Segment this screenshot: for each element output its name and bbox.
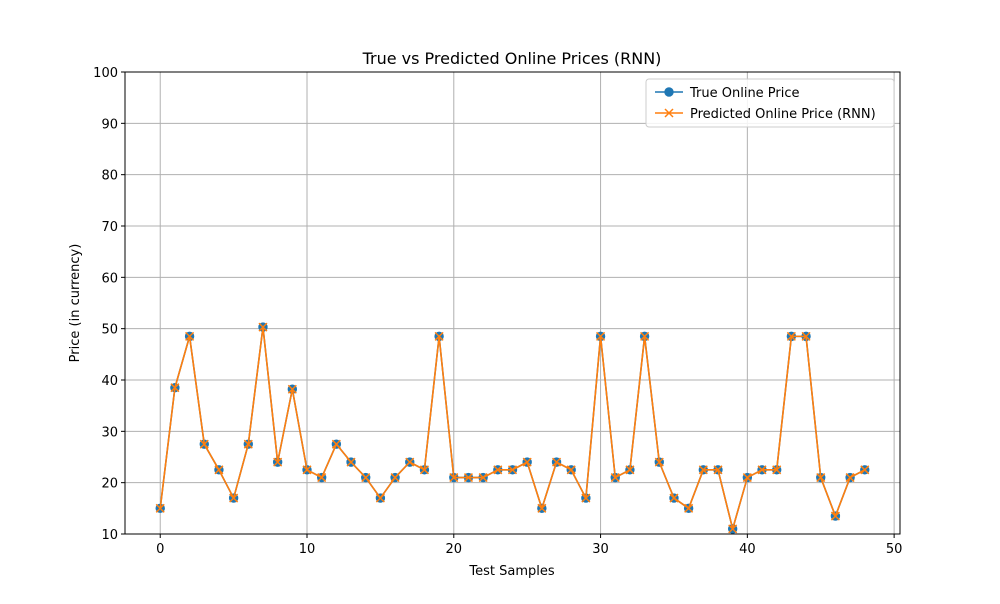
- y-tick-label: 90: [101, 117, 118, 132]
- y-tick-label: 30: [101, 425, 118, 440]
- data-point: [742, 473, 752, 483]
- data-point: [772, 465, 782, 475]
- legend: True Online Price Predicted Online Price …: [645, 78, 895, 128]
- data-point: [669, 493, 679, 503]
- legend-entry: Predicted Online Price (RNN): [655, 107, 876, 122]
- y-axis-label: Price (in currency): [68, 244, 83, 363]
- legend-label: Predicted Online Price (RNN): [690, 107, 876, 122]
- legend-marker: [664, 108, 674, 118]
- data-point: [155, 503, 165, 513]
- data-point: [449, 473, 459, 483]
- x-axis-label: Test Samples: [468, 564, 554, 579]
- plot-area-frame: [124, 71, 901, 535]
- legend-entry: True Online Price: [655, 86, 800, 101]
- legend-label: True Online Price: [689, 86, 800, 101]
- y-tick-label: 80: [101, 169, 118, 184]
- y-tick-label: 60: [101, 271, 118, 286]
- data-point: [405, 457, 415, 467]
- data-point: [199, 439, 209, 449]
- data-point: [845, 473, 855, 483]
- data-point: [185, 331, 195, 341]
- data-point: [375, 493, 385, 503]
- data-point: [346, 457, 356, 467]
- data-point: [786, 331, 796, 341]
- data-point: [361, 473, 371, 483]
- x-tick-label: 50: [886, 542, 903, 557]
- data-point: [507, 465, 518, 475]
- data-point: [713, 465, 723, 475]
- data-point: [610, 473, 620, 483]
- data-point: [170, 383, 180, 393]
- data-point: [552, 457, 562, 467]
- data-point: [302, 465, 312, 475]
- data-point: [581, 493, 591, 503]
- data-point: [390, 473, 400, 483]
- x-tick-label: 0: [156, 542, 164, 557]
- y-tick-label: 100: [93, 66, 118, 81]
- data-point: [728, 524, 738, 534]
- legend-marker: [664, 87, 674, 97]
- data-point: [801, 331, 811, 341]
- data-point: [493, 465, 503, 475]
- data-point: [698, 465, 708, 475]
- data-point: [860, 465, 870, 475]
- data-point: [757, 465, 767, 475]
- data-point: [243, 439, 253, 449]
- x-tick-label: 30: [592, 542, 609, 557]
- y-tick-label: 70: [101, 220, 118, 235]
- data-point: [684, 503, 694, 513]
- data-point: [625, 465, 635, 475]
- x-tick-label: 20: [446, 542, 463, 557]
- x-tick-label: 10: [299, 542, 316, 557]
- data-point: [273, 457, 283, 467]
- y-tick-label: 20: [101, 477, 118, 492]
- data-point: [419, 465, 429, 475]
- data-point: [654, 457, 664, 467]
- grid: [125, 71, 900, 535]
- data-point: [229, 493, 239, 503]
- data-point: [596, 331, 606, 341]
- data-point: [640, 331, 650, 341]
- y-tick-label: 50: [101, 323, 118, 338]
- data-point: [463, 473, 473, 483]
- axis-ticks: 0 10 20 30 40 50 10 20 30 40 50 60 70 80 90 100: [93, 66, 902, 557]
- y-tick-label: 40: [101, 374, 118, 389]
- data-point: [214, 465, 224, 475]
- data-point: [478, 473, 488, 483]
- data-point: [816, 473, 826, 483]
- legend-box: [645, 78, 895, 128]
- series-layer: [155, 322, 870, 534]
- data-point: [317, 473, 327, 483]
- y-tick-label: 10: [101, 528, 118, 543]
- data-point: [287, 384, 297, 394]
- data-point: [566, 465, 576, 475]
- data-point: [522, 457, 532, 467]
- data-point: [830, 511, 840, 521]
- data-point: [537, 503, 547, 513]
- data-point: [258, 322, 268, 332]
- data-point: [434, 331, 444, 341]
- data-point: [331, 439, 341, 449]
- chart-title: True vs Predicted Online Prices (RNN): [362, 49, 662, 68]
- x-tick-label: 40: [739, 542, 756, 557]
- series-2: [155, 322, 870, 534]
